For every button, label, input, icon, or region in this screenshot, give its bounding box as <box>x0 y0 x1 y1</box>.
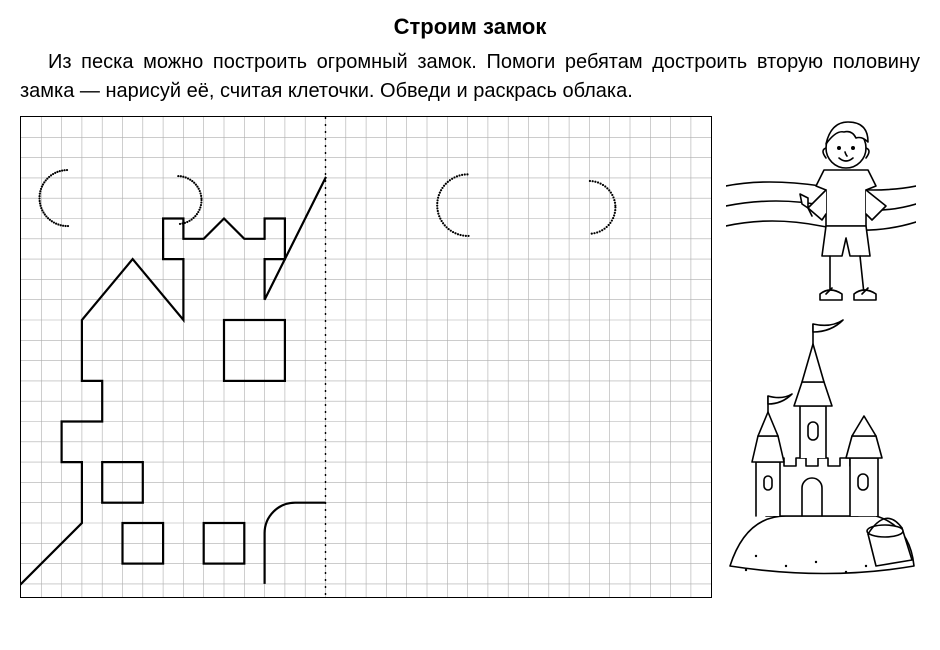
worksheet-page: Строим замок Из песка можно построить ог… <box>0 0 940 650</box>
illustration-svg <box>726 116 916 596</box>
grid-svg <box>21 117 711 597</box>
side-illustration <box>726 116 920 598</box>
page-title: Строим замок <box>20 14 920 40</box>
grid-drawing-area <box>20 116 712 598</box>
instructions-text: Из песка можно построить огромный замок.… <box>20 48 920 106</box>
content-row <box>20 116 920 598</box>
